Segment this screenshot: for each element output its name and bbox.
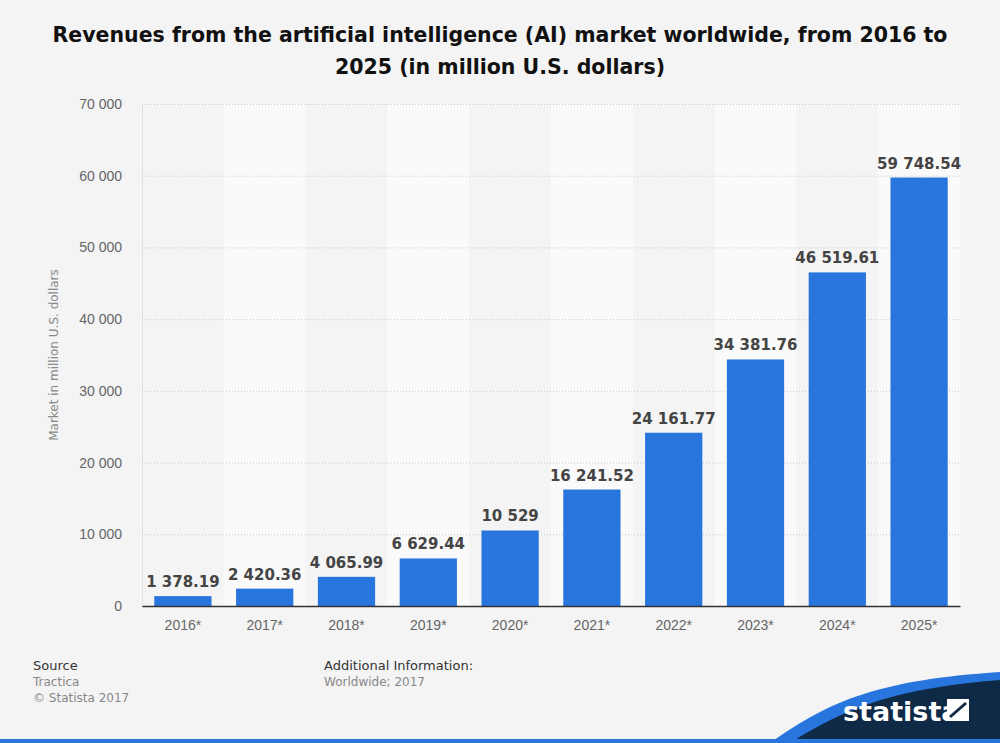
- bar: [400, 558, 457, 606]
- tick-label: 2024*: [819, 617, 856, 633]
- tick: 2020*: [492, 617, 529, 633]
- y-axis: 0 10 000 20 000 30 000 40 000 50 000 60 000 70 …: [79, 96, 960, 614]
- tick: 2025*: [901, 617, 938, 633]
- tick-label: 2021*: [574, 617, 611, 633]
- bottom-line: [0, 739, 1000, 743]
- grid-line: [142, 176, 960, 177]
- bar: [645, 433, 702, 606]
- tick-label: 60 000: [79, 168, 122, 184]
- brand-wave-light: [770, 672, 1000, 743]
- tick-label: 30 000: [79, 383, 122, 399]
- bar: [236, 589, 293, 606]
- footer-text: Tractica: [32, 675, 79, 689]
- tick-label: 2025*: [901, 617, 938, 633]
- brand-icon-mark: [949, 702, 967, 718]
- data-label: 59 748.54: [877, 155, 961, 173]
- bar: [809, 272, 866, 606]
- x-axis: 2016* 2017* 2018* 2019* 2020* 2021* 2022* 2023*…: [143, 607, 961, 633]
- stripe: [715, 104, 797, 606]
- tick-label: 10 000: [79, 526, 122, 542]
- tick-label: 0: [114, 598, 122, 614]
- data-label: 34 381.76: [714, 336, 798, 354]
- brand-icon: [947, 699, 969, 721]
- tick-label: 2017*: [246, 617, 283, 633]
- chart: 0 10 000 20 000 30 000 40 000 50 000 60 000 70 …: [0, 0, 1000, 743]
- tick: 2017*: [246, 617, 283, 633]
- tick: 2018*: [328, 617, 365, 633]
- tick: 2019*: [410, 617, 447, 633]
- data-label: 1 378.19: [146, 573, 220, 591]
- tick: 70 000: [79, 96, 960, 112]
- data-label: 16 241.52: [550, 467, 634, 485]
- bar: [727, 359, 784, 606]
- axis-line: [142, 105, 143, 607]
- bar: [563, 490, 620, 606]
- data-label: 4 065.99: [310, 554, 384, 572]
- stripe: [878, 104, 960, 606]
- tick-label: 2022*: [655, 617, 692, 633]
- data-label: 46 519.61: [795, 249, 879, 267]
- background: [0, 0, 1000, 743]
- title: Revenues from the artificial intelligenc…: [53, 23, 948, 79]
- tick-label: 2018*: [328, 617, 365, 633]
- brand: statista: [843, 696, 960, 727]
- data-label: 24 161.77: [632, 410, 716, 428]
- stripe: [387, 104, 469, 606]
- stripe: [224, 104, 306, 606]
- tick: 2016*: [165, 617, 202, 633]
- grid-line: [142, 247, 960, 248]
- tick-label: 2023*: [737, 617, 774, 633]
- tick-label: 2016*: [165, 617, 202, 633]
- tick: 60 000: [79, 168, 960, 184]
- tick: 2022*: [655, 617, 692, 633]
- bar: [154, 596, 211, 606]
- tick-label: 2019*: [410, 617, 447, 633]
- footer-label: Source: [33, 658, 78, 673]
- brand-wave: [790, 680, 1000, 743]
- footer-text: © Statista 2017: [33, 691, 129, 705]
- axis-title: Market in million U.S. dollars: [47, 269, 61, 441]
- tick-label: 20 000: [79, 455, 122, 471]
- bars: [154, 178, 947, 606]
- tick: 2024*: [819, 617, 856, 633]
- footer-text: Worldwide; 2017: [324, 675, 425, 689]
- tick-label: 2020*: [492, 617, 529, 633]
- tick-label: 40 000: [79, 311, 122, 327]
- grid-line: [142, 104, 960, 105]
- grid-line: [142, 606, 960, 607]
- bar: [890, 178, 947, 606]
- axis-line: [143, 606, 961, 607]
- bar: [481, 530, 538, 606]
- data-label: 2 420.36: [228, 566, 302, 584]
- tick: 2021*: [574, 617, 611, 633]
- bar: [318, 577, 375, 606]
- tick-label: 70 000: [79, 96, 122, 112]
- footer-label: Additional Information:: [324, 658, 473, 673]
- data-label: 6 629.44: [392, 535, 466, 553]
- data-label: 10 529: [481, 507, 538, 525]
- tick: 2023*: [737, 617, 774, 633]
- tick-label: 50 000: [79, 239, 122, 255]
- stripe: [551, 104, 633, 606]
